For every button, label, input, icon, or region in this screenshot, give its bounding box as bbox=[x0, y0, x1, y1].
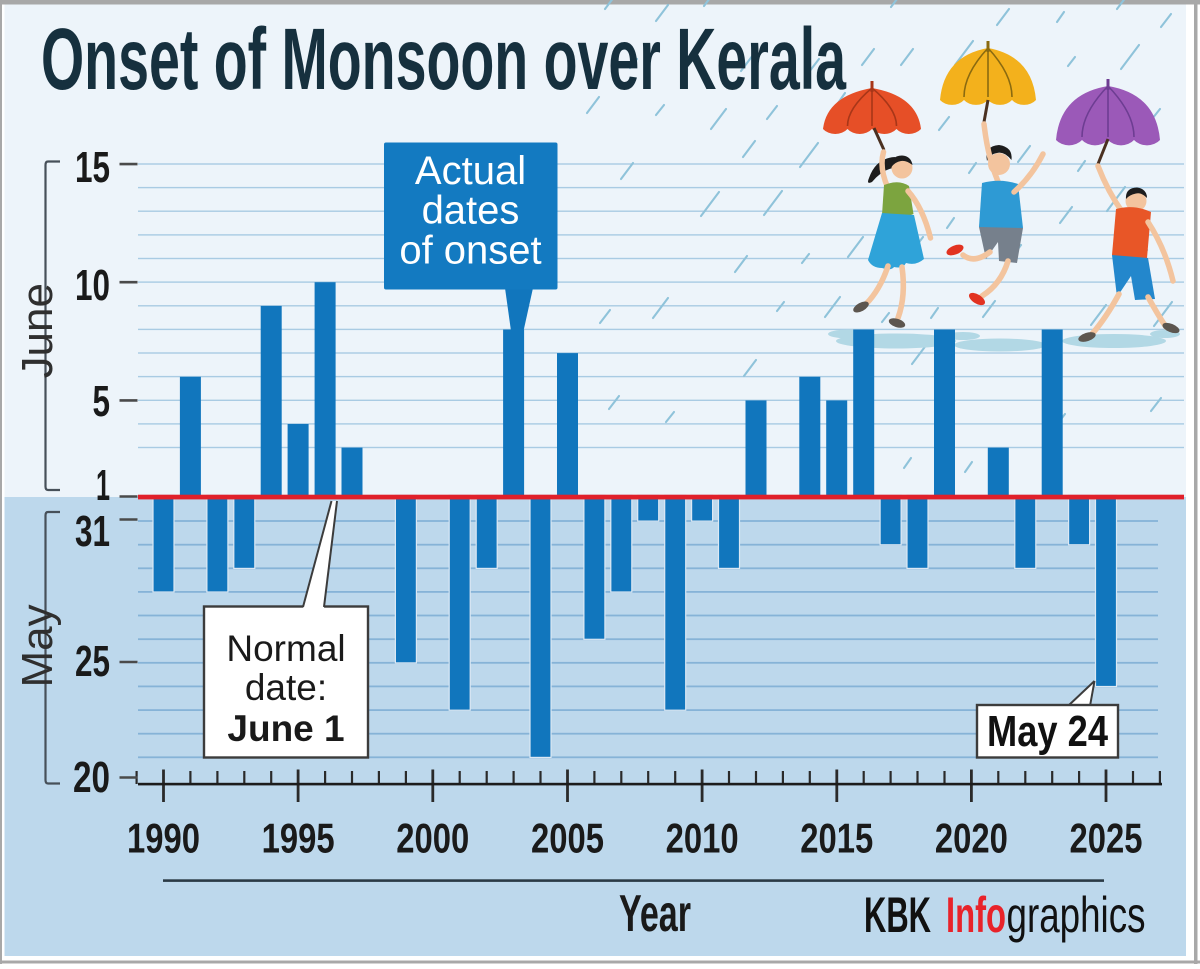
svg-text:dates: dates bbox=[422, 189, 520, 233]
svg-text:2015: 2015 bbox=[800, 815, 873, 862]
svg-text:1: 1 bbox=[96, 461, 110, 510]
svg-text:Onset of Monsoon over Kerala: Onset of Monsoon over Kerala bbox=[41, 11, 846, 108]
svg-text:15: 15 bbox=[75, 143, 110, 192]
svg-text:25: 25 bbox=[75, 637, 110, 686]
svg-text:May: May bbox=[13, 604, 62, 687]
svg-text:2025: 2025 bbox=[1070, 815, 1143, 862]
svg-text:5: 5 bbox=[93, 377, 111, 426]
svg-text:2005: 2005 bbox=[531, 815, 604, 862]
svg-text:2000: 2000 bbox=[396, 815, 469, 862]
svg-text:June 1: June 1 bbox=[227, 708, 344, 749]
svg-text:May 24: May 24 bbox=[987, 707, 1108, 756]
svg-text:20: 20 bbox=[73, 753, 110, 802]
svg-text:Normal: Normal bbox=[226, 628, 345, 669]
svg-text:1990: 1990 bbox=[127, 815, 200, 862]
svg-text:date:: date: bbox=[245, 667, 327, 708]
svg-text:Actual: Actual bbox=[415, 149, 526, 193]
svg-text:KBK: KBK bbox=[864, 887, 931, 943]
svg-text:10: 10 bbox=[75, 261, 110, 310]
svg-text:2020: 2020 bbox=[935, 815, 1008, 862]
svg-text:1995: 1995 bbox=[262, 815, 335, 862]
svg-text:31: 31 bbox=[75, 507, 110, 556]
svg-text:graphics: graphics bbox=[1007, 887, 1146, 943]
svg-text:of onset: of onset bbox=[399, 228, 541, 272]
svg-text:Year: Year bbox=[619, 885, 691, 943]
svg-text:Info: Info bbox=[946, 887, 1006, 943]
svg-text:June: June bbox=[13, 283, 62, 378]
svg-text:2010: 2010 bbox=[666, 815, 739, 862]
